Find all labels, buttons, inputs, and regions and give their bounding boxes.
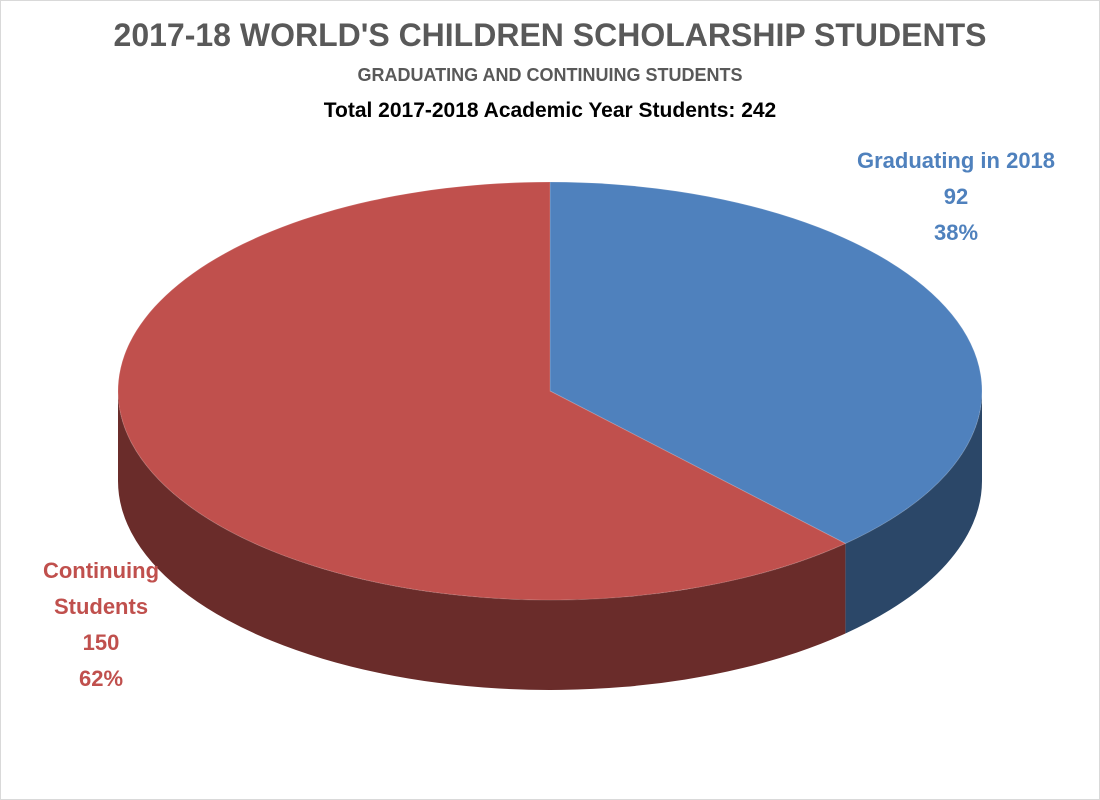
chart-title: 2017-18 WORLD'S CHILDREN SCHOLARSHIP STU… (113, 17, 987, 53)
pie-slice (549, 181, 983, 545)
percent-label: 62% (78, 666, 124, 691)
category-label: Continuing Students (42, 558, 160, 619)
data-label: Continuing Students 150 62% (11, 553, 191, 697)
chart-subtitle: GRADUATING AND CONTINUING STUDENTS (357, 65, 743, 85)
percent-label: 38% (933, 220, 979, 245)
chart-annotation: Total 2017-2018 Academic Year Students: … (323, 99, 777, 122)
pie-slice (117, 181, 847, 601)
value-label: 150 (82, 630, 120, 655)
category-label: Graduating in 2018 (856, 148, 1056, 173)
data-label: Graduating in 2018 92 38% (856, 143, 1056, 251)
pie-slice-side (845, 391, 982, 634)
value-label: 92 (943, 184, 969, 209)
pie-slice-side (118, 391, 846, 690)
